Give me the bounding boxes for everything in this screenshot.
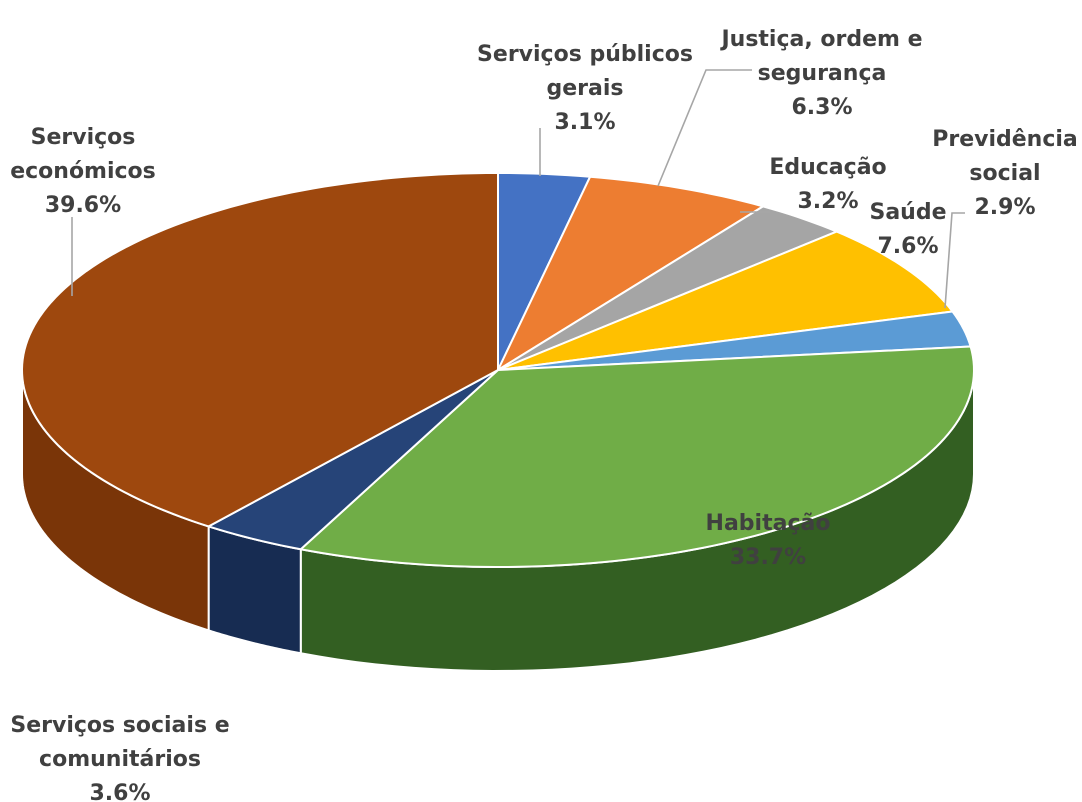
pie-tops [21, 172, 975, 568]
slice-category-label-servicos-publicos-gerais: Serviços públicos [477, 42, 693, 67]
slice-previdencia-social [497, 310, 972, 371]
slice-servicos-sociais-e-comunitarios [207, 369, 499, 551]
slice-category-label-previdencia-social: social [969, 161, 1040, 186]
slice-category-label-justica-ordem-e-seguranca: segurança [758, 61, 887, 86]
slice-labels: Serviços públicos gerais 3.1% Justiça, orde… [10, 27, 1078, 802]
slice-category-label-servicos-sociais-e-comunitarios: comunitários [39, 747, 201, 772]
slice-justica-ordem-e-seguranca [497, 175, 765, 371]
leader-lines [71, 69, 965, 309]
slice-category-label-servicos-publicos-gerais: gerais [547, 76, 624, 101]
slice-category-label-habitacao: Habitação [706, 511, 831, 536]
slice-saude [497, 230, 954, 371]
leader-line-justica-ordem-e-seguranca [657, 69, 752, 187]
slice-category-label-servicos-sociais-e-comunitarios: Serviços sociais e [10, 713, 229, 738]
slice-category-label-saude: Saúde [869, 200, 946, 225]
slice-category-label-educacao: Educação [769, 155, 886, 180]
slice-category-label-justica-ordem-e-seguranca: Justiça, ordem e [719, 27, 922, 52]
slice-category-label-previdencia-social: Previdência [932, 127, 1078, 152]
slice-value-label-saude: 7.6% [877, 234, 938, 259]
slice-value-label-habitacao: 33.7% [730, 545, 806, 570]
slice-value-label-justica-ordem-e-seguranca: 6.3% [791, 95, 852, 120]
slice-value-label-previdencia-social: 2.9% [974, 195, 1035, 220]
slice-category-label-servicos-economicos: económicos [10, 159, 156, 184]
leader-line-previdencia-social [944, 212, 965, 309]
slice-value-label-servicos-sociais-e-comunitarios: 3.6% [89, 781, 150, 802]
slice-value-label-educacao: 3.2% [797, 189, 858, 214]
slice-servicos-economicos [21, 172, 499, 528]
slice-category-label-servicos-economicos: Serviços [31, 125, 136, 150]
slice-educacao [497, 205, 838, 371]
slice-habitacao [299, 345, 975, 568]
slice-value-label-servicos-economicos: 39.6% [45, 193, 121, 218]
slice-value-label-servicos-publicos-gerais: 3.1% [554, 110, 615, 135]
